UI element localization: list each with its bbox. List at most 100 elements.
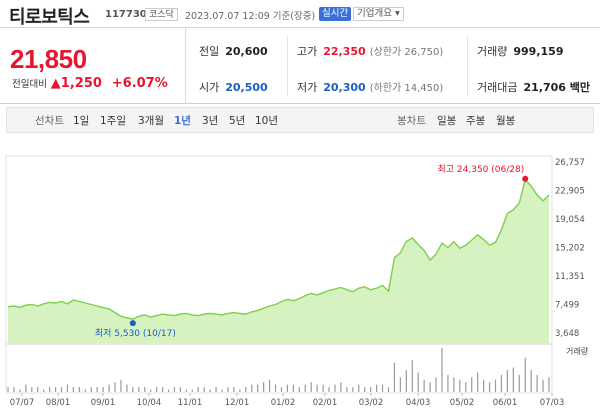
volume-bar [43,389,45,392]
tab-1d[interactable]: 1일 [73,115,90,127]
volume-bar [132,387,134,392]
chart-grid [5,155,553,394]
volume-bar [435,377,437,392]
volume-bar [233,387,235,392]
volume-bar [161,387,164,392]
trade-amount: 거래대금 21,706 백만 [477,79,590,95]
x-tick-label: 10/04 [137,398,162,408]
low-price: 저가 20,300 (하한가 14,450) [297,79,443,95]
y-axis-ticks: 26,757 22,905 19,054 15,202 11,351 7,499 3,648 [555,158,585,339]
volume-bar [185,389,187,392]
volume-bar [322,384,324,392]
volume-bar [251,384,253,392]
y-tick-label: 7,499 [555,301,579,311]
volume-bar [393,362,396,392]
realtime-button[interactable]: 실시간 [319,7,352,21]
volume-bar [102,387,104,392]
volume-bar [453,377,455,392]
volume-bar [548,377,550,392]
volume-bar [346,387,348,392]
volume-bar [536,374,538,392]
volume-bar [60,387,63,392]
min-label: 최저 5,530 (10/17) [95,328,176,339]
tab-monthly[interactable]: 월봉 [496,115,516,127]
volume-bar [167,389,170,392]
volume-bar [138,387,140,392]
tab-10y[interactable]: 10년 [255,115,279,127]
volume-bar [441,348,443,392]
volume-bar [304,384,306,392]
max-marker [522,175,529,182]
volume-bar [316,384,318,392]
open-label: 시가 [199,81,220,94]
volume-bar [364,387,366,392]
x-tick-label: 04/03 [406,398,431,408]
change-percent: +6.07% [111,76,168,91]
volume-bar [310,382,312,392]
volume-bars [7,348,550,392]
volume-bar [126,384,128,392]
timestamp: 2023.07.07 12:09 기준(장중) [185,11,316,22]
volume-bar [274,384,277,392]
volume-bar [84,389,86,392]
stock-name: 티로보틱스 [9,7,90,28]
volume-bar [144,387,146,392]
volume-bar [209,389,211,392]
price-chart-svg: 26,757 22,905 19,054 15,202 11,351 7,499 3,648… [5,155,589,408]
tab-1w[interactable]: 1주일 [100,115,127,127]
market-badge: 코스닥 [145,8,178,21]
volume-bar [78,387,80,392]
volume-bar [459,379,461,392]
volume-bar [7,387,9,392]
y-tick-label: 19,054 [555,215,585,225]
volume-bar [150,389,152,392]
volume-bar [114,382,116,392]
candle-chart-label: 봉차트 [397,115,426,127]
volume-bar [417,372,419,392]
amount-value: 21,706 백만 [523,81,591,94]
volume-bar [25,384,27,392]
volume-bar [506,370,508,392]
volume-bar [120,379,122,392]
volume-bar [19,389,21,392]
volume-bar [66,384,69,392]
y-tick-label: 11,351 [555,272,585,282]
tab-5y[interactable]: 5년 [229,115,246,127]
volume-bar [37,387,39,392]
x-axis-ticks: 07/07 08/01 09/01 10/04 11/01 12/01 01/02 02/01… [10,393,564,408]
x-tick-label: 07/07 [10,398,35,408]
volume-bar [399,377,401,392]
volume-bar [370,387,372,392]
volume-bar [471,377,473,392]
tab-3m[interactable]: 3개월 [138,115,165,127]
volume-bar [49,387,51,392]
volume-bar [375,384,378,392]
price-area [8,179,549,343]
volume-bar [197,387,199,392]
tab-daily[interactable]: 일봉 [437,115,457,127]
volume-bar [423,379,425,392]
high-price: 고가 22,350 (상한가 26,750) [297,43,443,59]
tab-weekly[interactable]: 주봉 [466,115,486,127]
x-tick-label: 08/01 [46,398,71,408]
volume-bar [483,379,485,392]
tab-1y[interactable]: 1년 [174,115,191,127]
tab-3y[interactable]: 3년 [202,115,219,127]
lower-limit: (하한가 14,450) [369,83,444,94]
volume-bar [530,370,532,392]
x-tick-label: 05/02 [450,398,475,408]
company-info-dropdown[interactable]: 기업개요 ▾ [353,7,404,21]
volume-bar [411,360,413,392]
x-tick-label: 09/01 [91,398,116,408]
amount-label: 거래대금 [477,81,518,94]
volume-bar [280,387,283,392]
volume-bar [328,387,330,392]
volume-label: 거래량 [566,346,589,356]
volume-bar [268,379,271,392]
volume-bar [286,384,289,392]
volume-label: 거래량 [477,45,508,58]
prev-close-label: 전일 [199,45,220,58]
x-tick-label: 03/02 [359,398,384,408]
y-tick-label: 3,648 [555,329,579,339]
plot-border [5,155,553,394]
